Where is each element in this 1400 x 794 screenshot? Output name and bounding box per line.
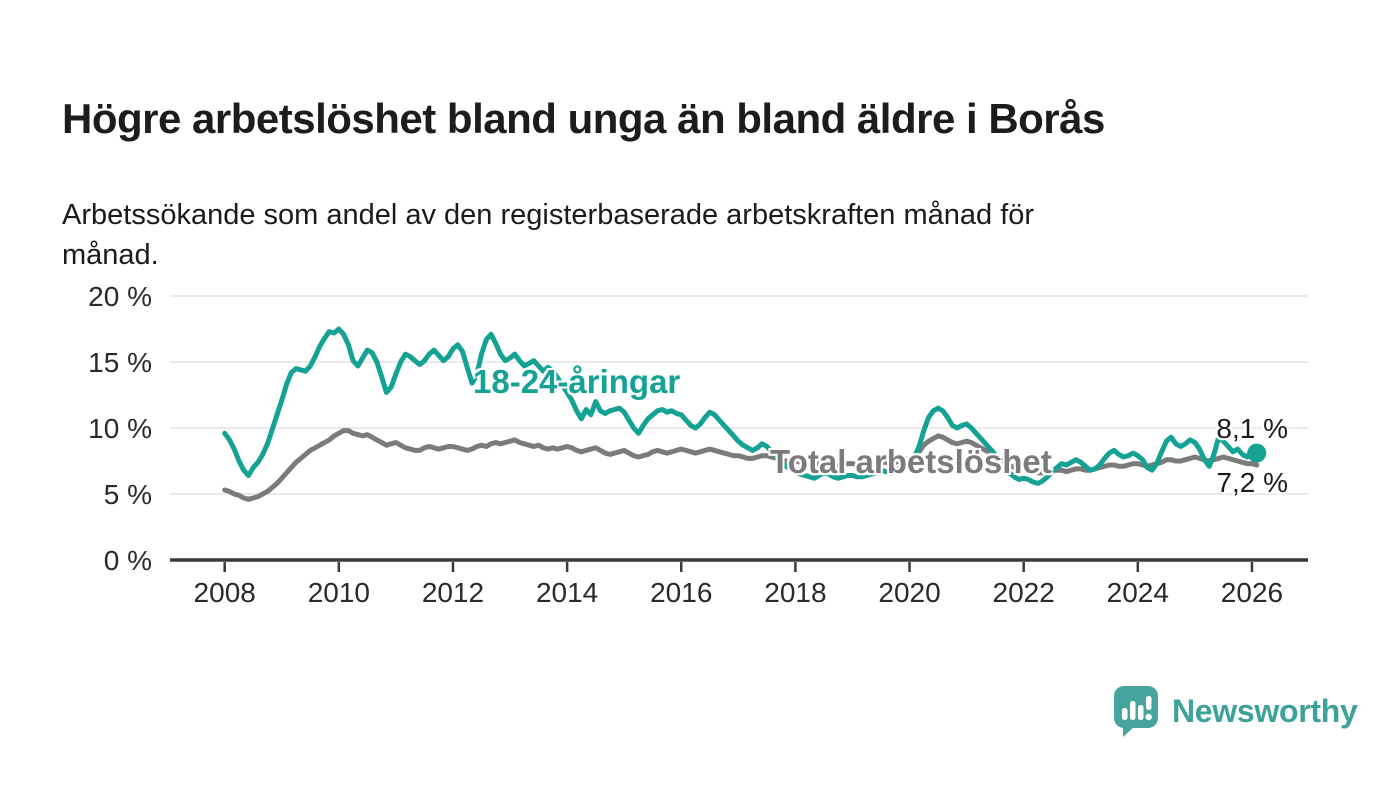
x-tick-label-2026: 2026 [1221, 577, 1283, 608]
x-tick-label-2016: 2016 [650, 577, 712, 608]
brand-name: Newsworthy [1172, 692, 1358, 729]
end-value-18-24: 8,1 % [1216, 413, 1288, 444]
page-title: Högre arbetslöshet bland unga än bland ä… [62, 95, 1105, 143]
series-line-total-arbetsl-shet [222, 428, 1260, 502]
y-tick-label-20: 20 % [88, 281, 152, 312]
y-tick-label-10: 10 % [88, 413, 152, 444]
x-tick-label-2010: 2010 [308, 577, 370, 608]
series-label-18-24: 18-24-åringar [473, 363, 681, 400]
newsworthy-brand: Newsworthy [1113, 686, 1358, 737]
series-end-dot [1247, 443, 1267, 463]
y-tick-label-15: 15 % [88, 347, 152, 378]
x-tick-label-2024: 2024 [1107, 577, 1169, 608]
page-subtitle: Arbetssökande som andel av den registerb… [62, 199, 1035, 272]
x-tick-label-2008: 2008 [194, 577, 256, 608]
x-tick-label-2022: 2022 [993, 577, 1055, 608]
y-tick-label-0: 0 % [104, 545, 152, 576]
series-label-total: Total arbetslöshet [770, 443, 1052, 480]
x-tick-label-2020: 2020 [878, 577, 940, 608]
speech-bubble-bar-chart-icon [1114, 686, 1158, 737]
x-tick-label-2012: 2012 [422, 577, 484, 608]
end-value-total: 7,2 % [1216, 467, 1288, 498]
y-tick-label-5: 5 % [104, 479, 152, 510]
x-tick-label-2014: 2014 [536, 577, 598, 608]
series-line-18-24-ringar [222, 326, 1260, 486]
x-tick-label-2018: 2018 [764, 577, 826, 608]
